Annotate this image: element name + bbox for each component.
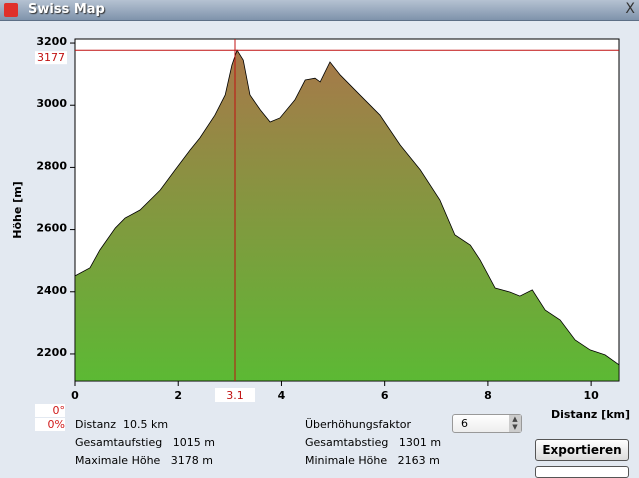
y-tick-label: 2800 (36, 159, 67, 172)
elevation-profile (74, 49, 620, 382)
y-tick-label: 2600 (36, 222, 67, 235)
descent-stat: Gesamtabstieg 1301 m (305, 436, 442, 449)
slope-pct: 0% (35, 418, 65, 431)
y-tick-label: 2400 (36, 284, 67, 297)
cursor-y-label-bg (35, 51, 67, 65)
x-tick-label: 10 (583, 389, 599, 402)
ascent-stat: Gesamtaufstieg 1015 m (75, 436, 215, 449)
cursor-y-label: 3177 (37, 51, 65, 64)
window-title: Swiss Map (28, 2, 105, 17)
x-tick-label: 4 (278, 389, 286, 402)
elevation-chart[interactable]: 2200 2400 2600 2800 3000 3200 0 2 4 6 8 10 3177 3.1 H… (0, 0, 639, 430)
max-height-stat: Maximale Höhe 3178 m (75, 454, 214, 467)
export-button[interactable]: Exportieren (535, 439, 629, 461)
x-tick-label: 8 (484, 389, 492, 402)
cursor-x-label-bg (215, 388, 255, 402)
slope-deg: 0° (35, 404, 65, 417)
y-tick-label: 3000 (36, 97, 67, 110)
min-height-stat: Minimale Höhe 2163 m (305, 454, 440, 467)
y-axis-label: Höhe [m] (11, 181, 24, 238)
x-tick-label: 2 (174, 389, 182, 402)
app-logo-icon (4, 3, 18, 17)
x-axis-label: Distanz [km] (551, 408, 630, 421)
y-tick-label: 3200 (36, 35, 67, 48)
x-tick-label: 6 (381, 389, 389, 402)
title-bar: Swiss Map X (0, 0, 639, 21)
factor-value: 6 (461, 417, 468, 430)
factor-spinner[interactable]: 6 ▲ ▼ (452, 414, 522, 433)
secondary-button[interactable] (535, 466, 629, 478)
cursor-x-label: 3.1 (226, 389, 244, 402)
distance-stat: Distanz 10.5 km (75, 418, 169, 431)
y-tick-label: 2200 (36, 346, 67, 359)
x-tick-label: 0 (71, 389, 79, 402)
spinner-arrows-icon[interactable]: ▲ ▼ (509, 415, 521, 432)
factor-label: Überhöhungsfaktor (305, 418, 412, 431)
close-button[interactable]: X (625, 1, 635, 17)
